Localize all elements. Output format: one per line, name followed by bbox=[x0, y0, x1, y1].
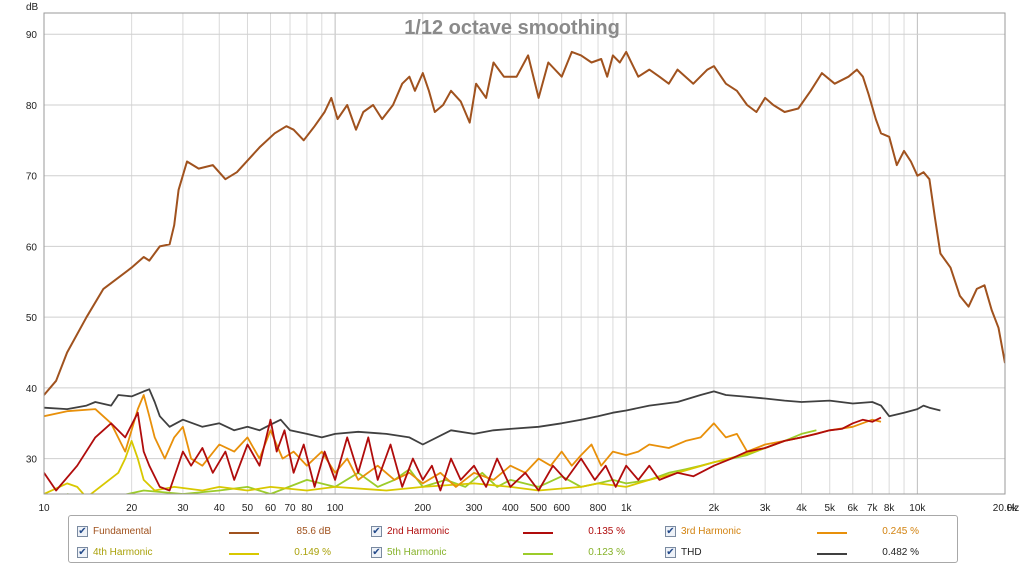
x-tick-label: 300 bbox=[466, 503, 483, 514]
x-tick-label: 6k bbox=[847, 503, 859, 514]
legend-series-name: 2nd Harmonic bbox=[387, 526, 450, 537]
series-line-2nd-harmonic bbox=[44, 411, 882, 492]
x-tick-label: 2k bbox=[709, 503, 721, 514]
legend-series-name: 5th Harmonic bbox=[387, 547, 447, 558]
x-tick-label: 200 bbox=[414, 503, 431, 514]
legend-series-value: 0.245 % bbox=[882, 526, 919, 537]
legend-series-value: 0.123 % bbox=[588, 547, 625, 558]
x-tick-label: 10k bbox=[909, 503, 926, 514]
x-tick-label: 5k bbox=[824, 503, 836, 514]
legend-checkbox[interactable]: ✔ bbox=[371, 547, 382, 558]
legend-item-fundamental[interactable]: ✔ Fundamental 85.6 dB bbox=[77, 524, 337, 542]
x-tick-label: 1k bbox=[621, 503, 633, 514]
x-tick-label: 40 bbox=[214, 503, 226, 514]
series-layer bbox=[44, 50, 1005, 494]
x-tick-label: 8k bbox=[884, 503, 896, 514]
legend-item-3rd-harmonic[interactable]: ✔ 3rd Harmonic 0.245 % bbox=[665, 524, 925, 542]
legend-line-swatch bbox=[817, 553, 847, 555]
legend-series-name: Fundamental bbox=[93, 526, 152, 537]
legend-line-swatch bbox=[523, 532, 553, 534]
legend-item-thd[interactable]: ✔ THD 0.482 % bbox=[665, 545, 925, 563]
x-tick-label: 400 bbox=[502, 503, 519, 514]
x-tick-label: 7k bbox=[867, 503, 879, 514]
y-tick-label: 60 bbox=[26, 242, 38, 253]
x-tick-label: 70 bbox=[284, 503, 296, 514]
x-tick-label: 50 bbox=[242, 503, 254, 514]
legend-line-swatch bbox=[229, 553, 259, 555]
y-tick-label: 40 bbox=[26, 384, 38, 395]
x-tick-label: 30 bbox=[177, 503, 189, 514]
legend-item-4th-harmonic[interactable]: ✔ 4th Harmonic 0.149 % bbox=[77, 545, 337, 563]
series-line-thd bbox=[44, 388, 941, 446]
chart-title: 1/12 octave smoothing bbox=[404, 17, 620, 39]
y-tick-label: 70 bbox=[26, 172, 38, 183]
legend-checkbox[interactable]: ✔ bbox=[665, 547, 676, 558]
y-tick-label: 30 bbox=[26, 455, 38, 466]
legend-series-value: 85.6 dB bbox=[296, 526, 331, 537]
legend-series-value: 0.135 % bbox=[588, 526, 625, 537]
legend: ✔ Fundamental 85.6 dB ✔ 2nd Harmonic 0.135 % ✔… bbox=[68, 515, 958, 563]
x-tick-label: 20 bbox=[126, 503, 138, 514]
x-tick-label: 500 bbox=[530, 503, 547, 514]
legend-series-value: 0.149 % bbox=[294, 547, 331, 558]
x-tick-label: 20.0k bbox=[993, 503, 1018, 514]
x-tick-label: 3k bbox=[760, 503, 772, 514]
legend-line-swatch bbox=[229, 532, 259, 534]
legend-item-5th-harmonic[interactable]: ✔ 5th Harmonic 0.123 % bbox=[371, 545, 631, 563]
series-line-fundamental bbox=[44, 50, 1005, 396]
legend-series-name: THD bbox=[681, 547, 702, 558]
legend-checkbox[interactable]: ✔ bbox=[665, 526, 676, 537]
legend-line-swatch bbox=[817, 532, 847, 534]
x-tick-label: 4k bbox=[796, 503, 808, 514]
plot-border bbox=[43, 12, 1006, 495]
x-tick-label: 100 bbox=[327, 503, 344, 514]
x-tick-label: 80 bbox=[301, 503, 313, 514]
legend-series-value: 0.482 % bbox=[882, 547, 919, 558]
legend-series-name: 4th Harmonic bbox=[93, 547, 153, 558]
legend-item-2nd-harmonic[interactable]: ✔ 2nd Harmonic 0.135 % bbox=[371, 524, 631, 542]
y-tick-label: 90 bbox=[26, 30, 38, 41]
series-line-3rd-harmonic bbox=[44, 394, 882, 488]
y-tick-label: 50 bbox=[26, 313, 38, 324]
x-tick-label: 800 bbox=[590, 503, 607, 514]
legend-line-swatch bbox=[523, 553, 553, 555]
legend-checkbox[interactable]: ✔ bbox=[371, 526, 382, 537]
legend-checkbox[interactable]: ✔ bbox=[77, 547, 88, 558]
y-tick-label: 80 bbox=[26, 101, 38, 112]
x-axis-unit: Hz bbox=[1007, 503, 1019, 514]
x-tick-label: 600 bbox=[553, 503, 570, 514]
x-tick-label: 60 bbox=[265, 503, 277, 514]
legend-series-name: 3rd Harmonic bbox=[681, 526, 742, 537]
x-tick-label: 10 bbox=[38, 503, 50, 514]
tick-labels: 30 40 50 60 70 80 90 10 20 30 40 50 60 70 80 100 200 300 4… bbox=[26, 30, 1018, 514]
y-axis-unit: dB bbox=[26, 2, 39, 13]
legend-checkbox[interactable]: ✔ bbox=[77, 526, 88, 537]
